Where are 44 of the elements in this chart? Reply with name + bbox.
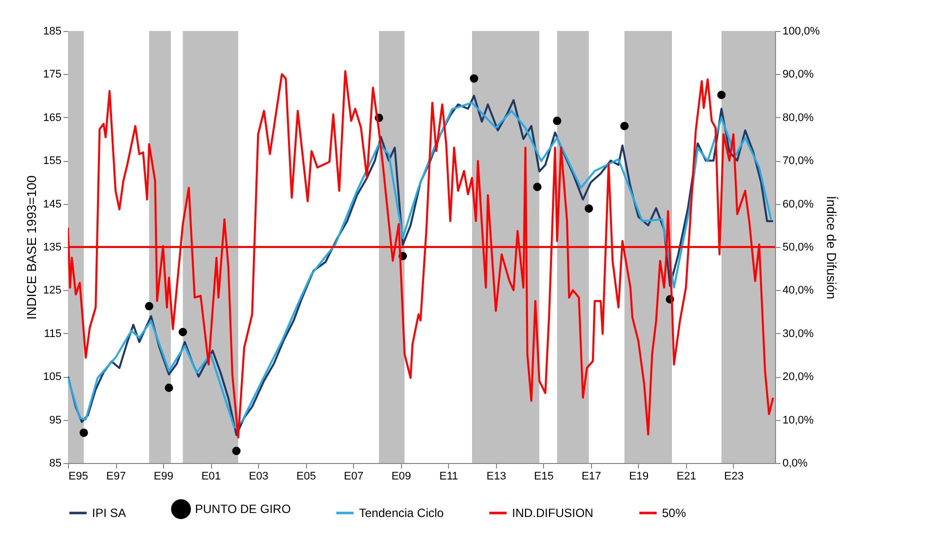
y2-tick-label: 50,0% [782,242,814,254]
x-tick-label: E13 [486,470,506,482]
y-tick-label: 155 [43,155,62,168]
y2-tick-label: 40,0% [782,284,814,297]
y2-tick-label: 70,0% [782,155,814,168]
x-tick-label: E01 [201,470,221,482]
y-tick-label: 105 [43,371,62,384]
legend-label: IPI SA [92,506,126,520]
y2-tick-label: 20,0% [782,371,814,384]
y-tick-label: 115 [44,328,62,340]
y-tick-label: 145 [43,198,62,210]
y-tick-label: 125 [43,284,62,297]
x-tick-label: E09 [391,470,412,482]
y2-tick-label: 60,0% [782,198,814,210]
x-tick-label: E97 [106,470,126,482]
x-tick-label: E17 [582,470,602,482]
y-tick-label: 175 [43,68,62,81]
y-tick-label: 165 [43,112,62,124]
x-tick-label: E11 [439,470,458,482]
y2-tick-label: 100,0% [782,26,820,38]
x-tick-label: E05 [296,470,316,482]
y-tick-label: 95 [49,414,62,426]
x-tick-label: E23 [724,470,744,482]
legend-label: PUNTO DE GIRO [195,502,291,516]
legend-label: IND.DIFUSION [512,506,594,520]
y2-tick-label: 80,0% [782,112,814,124]
y2-tick-label: 30,0% [782,328,814,340]
x-tick-label: E95 [68,470,88,482]
x-tick-label: E03 [248,470,268,482]
x-tick-label: E07 [344,470,364,482]
y-tick-label: 85 [49,458,62,470]
x-tick-label: E19 [629,470,649,482]
y-axis-title: INDICE BASE 1993=100 [24,175,40,320]
y2-axis-title: Índice de Difusión [824,196,839,300]
y2-tick-label: 90,0% [782,68,814,81]
x-tick-label: E99 [154,470,174,482]
legend-label: Tendencia Ciclo [359,506,444,520]
x-tick-label: E15 [534,470,554,482]
y2-tick-label: 10,0% [782,414,814,426]
y-tick-label: 135 [43,242,62,254]
y2-tick-label: 0,0% [782,458,808,470]
y-tick-label: 185 [43,26,62,38]
x-tick-label: E21 [676,470,696,482]
legend-label: 50% [662,506,686,520]
